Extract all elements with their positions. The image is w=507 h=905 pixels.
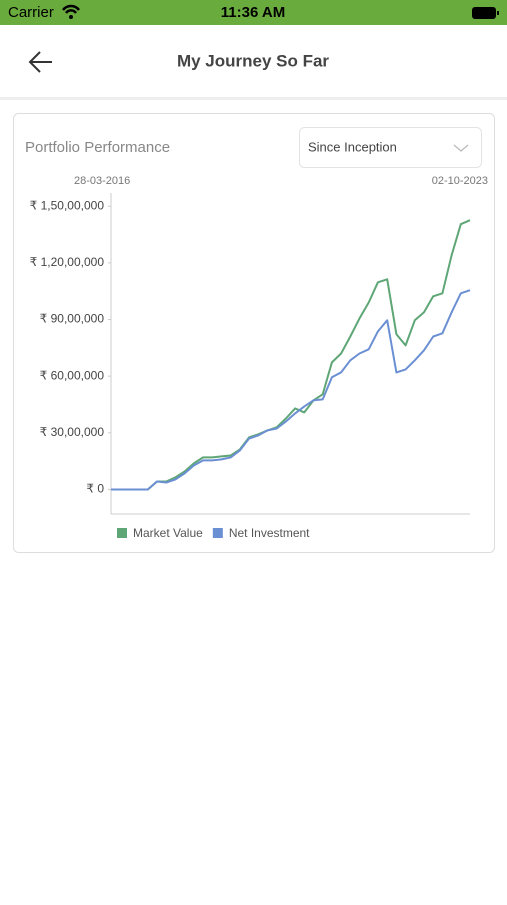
start-date: 28-03-2016 xyxy=(74,175,130,187)
series-line xyxy=(111,219,471,491)
card-title: Portfolio Performance xyxy=(25,139,170,156)
carrier: Carrier xyxy=(8,4,54,21)
dropdown-label: Since Inception xyxy=(308,139,397,154)
back-button[interactable] xyxy=(28,51,52,73)
wifi-icon xyxy=(62,4,80,14)
y-tick-label: ₹ 1,50,00,000 xyxy=(30,198,105,212)
battery xyxy=(472,7,496,19)
dropdown-chevron xyxy=(453,144,469,152)
legend-swatch xyxy=(117,528,127,538)
status-bar xyxy=(0,0,507,25)
card xyxy=(13,113,495,553)
header-shadow xyxy=(0,97,507,100)
header-title: My Journey So Far xyxy=(177,51,329,70)
clock: 11:36 AM xyxy=(221,4,285,21)
series-line xyxy=(111,289,471,491)
y-tick-label: ₹ 30,00,000 xyxy=(40,425,105,439)
battery-tip xyxy=(497,11,499,15)
legend-swatch xyxy=(212,528,223,538)
y-tick-label: ₹ 1,20,00,000 xyxy=(30,255,105,269)
dropdown[interactable] xyxy=(299,127,482,168)
header xyxy=(0,25,507,98)
legend-label: Net Investment xyxy=(229,526,310,540)
end-date: 02-10-2023 xyxy=(432,175,488,187)
y-tick-label: ₹ 0 xyxy=(86,482,104,496)
y-tick-label: ₹ 60,00,000 xyxy=(40,368,105,382)
legend-label: Market Value xyxy=(133,526,203,540)
wifi-dot xyxy=(69,15,73,19)
y-tick-label: ₹ 90,00,000 xyxy=(40,312,105,326)
